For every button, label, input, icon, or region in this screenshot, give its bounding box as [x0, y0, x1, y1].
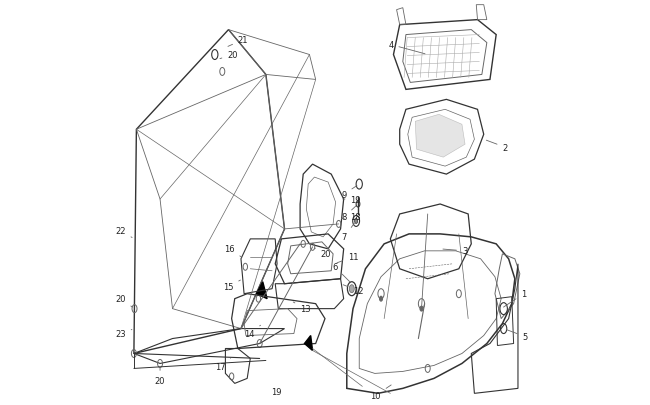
- Text: 23: 23: [115, 329, 132, 338]
- Text: 4: 4: [388, 41, 425, 55]
- Text: 17: 17: [214, 358, 230, 371]
- Text: 5: 5: [506, 330, 528, 341]
- Text: 6: 6: [332, 262, 350, 282]
- Text: 19: 19: [343, 195, 361, 204]
- Text: 2: 2: [486, 141, 508, 152]
- Text: 20: 20: [220, 51, 238, 60]
- Text: 20: 20: [115, 294, 132, 307]
- Text: 14: 14: [244, 326, 261, 338]
- Text: 22: 22: [115, 227, 132, 238]
- Text: 20: 20: [315, 249, 331, 259]
- Polygon shape: [304, 336, 313, 351]
- Text: 3: 3: [443, 247, 467, 256]
- Text: 13: 13: [293, 302, 311, 313]
- Text: 16: 16: [224, 245, 242, 258]
- Ellipse shape: [420, 307, 423, 311]
- Text: 12: 12: [343, 285, 363, 296]
- Text: 20: 20: [155, 366, 165, 385]
- Polygon shape: [257, 282, 267, 299]
- Ellipse shape: [380, 296, 383, 301]
- Text: 21: 21: [228, 36, 248, 47]
- Polygon shape: [415, 115, 465, 158]
- Ellipse shape: [349, 285, 354, 293]
- Text: 11: 11: [337, 253, 359, 263]
- Text: 1: 1: [504, 290, 526, 307]
- Text: 10: 10: [370, 385, 391, 400]
- Text: 7: 7: [341, 224, 354, 242]
- Text: 19: 19: [271, 387, 281, 396]
- Text: 15: 15: [223, 280, 240, 292]
- Text: 9: 9: [341, 186, 357, 199]
- Ellipse shape: [354, 219, 358, 224]
- Text: 18: 18: [341, 213, 361, 222]
- Text: 8: 8: [341, 207, 356, 222]
